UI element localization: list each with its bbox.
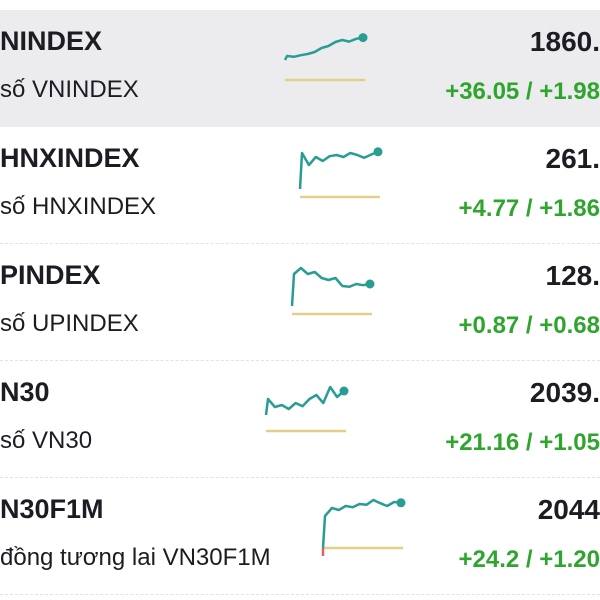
index-change: +4.77 / +1.86 <box>458 195 600 222</box>
sparkline-chart <box>290 266 375 316</box>
sparkline-line <box>290 266 371 307</box>
sparkline-line <box>298 150 379 190</box>
index-price: 1860. <box>529 26 600 57</box>
index-symbol: PINDEX <box>0 260 101 290</box>
sparkline-endpoint <box>358 33 368 43</box>
index-price: 261. <box>545 143 600 174</box>
sparkline-endpoint <box>365 279 375 289</box>
index-name: số VN30 <box>0 427 93 454</box>
sparkline-endpoint <box>373 147 383 157</box>
index-row[interactable]: N30 số VN30 2039. +21.16 / +1.05 <box>0 361 600 478</box>
index-row[interactable]: PINDEX số UPINDEX 128. +0.87 / +0.68 <box>0 244 600 361</box>
index-name: số UPINDEX <box>0 310 139 337</box>
index-change: +0.87 / +0.68 <box>458 312 600 339</box>
sparkline-line <box>321 498 402 549</box>
index-name: số HNXINDEX <box>0 193 157 220</box>
sparkline-line <box>264 385 345 416</box>
sparkline-chart <box>321 498 406 556</box>
index-price: 2039. <box>529 377 600 408</box>
index-price: 128. <box>545 260 600 291</box>
index-price: 2044 <box>537 494 600 525</box>
index-row[interactable]: HNXINDEX số HNXINDEX 261. +4.77 / +1.86 <box>0 127 600 244</box>
sparkline-chart <box>298 147 383 199</box>
index-change: +36.05 / +1.98 <box>445 78 600 105</box>
top-edge <box>0 0 600 10</box>
index-symbol: N30 <box>0 377 50 407</box>
sparkline-endpoint <box>396 498 406 508</box>
index-symbol: N30F1M <box>0 494 104 524</box>
index-row[interactable]: NINDEX số VNINDEX 1860. +36.05 / +1.98 <box>0 10 600 127</box>
index-symbol: HNXINDEX <box>0 143 140 173</box>
index-row[interactable]: N30F1M đồng tương lai VN30F1M 2044 +24.2… <box>0 478 600 595</box>
index-symbol: NINDEX <box>0 26 103 56</box>
sparkline-line <box>283 36 364 61</box>
index-change: +24.2 / +1.20 <box>458 546 600 573</box>
index-name: số VNINDEX <box>0 76 139 103</box>
sparkline-chart <box>264 385 349 433</box>
index-change: +21.16 / +1.05 <box>445 429 600 456</box>
sparkline-endpoint <box>339 386 349 396</box>
sparkline-chart <box>283 33 368 82</box>
index-name: đồng tương lai VN30F1M <box>0 544 271 571</box>
